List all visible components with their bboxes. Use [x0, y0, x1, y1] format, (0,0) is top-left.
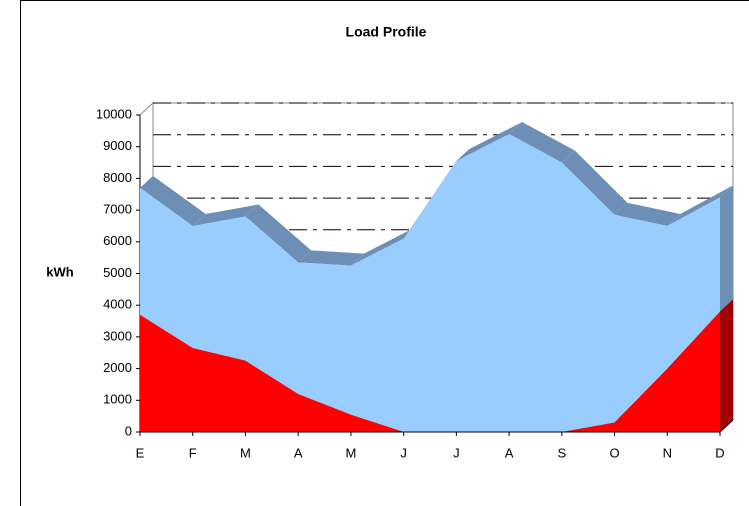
area-depth — [667, 185, 733, 226]
y-tick-label: 9000 — [103, 138, 132, 153]
y-tick-label: 2000 — [103, 360, 132, 375]
y-tick-label: 0 — [125, 423, 132, 438]
x-tick-label: E — [136, 445, 145, 460]
y-tick-label: 7000 — [103, 202, 132, 217]
x-axis-depth — [719, 419, 734, 433]
area-side — [720, 299, 733, 432]
area-side — [720, 185, 733, 312]
x-tick-label: D — [715, 445, 724, 460]
chart-title: Load Profile — [346, 24, 427, 40]
y-axis-label: kWh — [46, 264, 74, 279]
area — [140, 134, 720, 432]
x-tick-label: O — [609, 445, 619, 460]
x-tick-label: S — [557, 445, 566, 460]
y-tick-label: 4000 — [103, 297, 132, 312]
area-depth — [509, 122, 575, 163]
x-tick-label: A — [505, 445, 514, 460]
area-depth — [298, 250, 364, 266]
y-tick-label: 10000 — [96, 106, 132, 121]
x-tick-label: A — [294, 445, 303, 460]
area-depth — [192, 204, 259, 226]
y-tick-label: 6000 — [103, 233, 132, 248]
area-depth — [614, 202, 681, 226]
y-tick-label: 8000 — [103, 170, 132, 185]
x-tick-label: F — [189, 445, 197, 460]
area — [140, 311, 720, 432]
area-depth — [456, 122, 523, 161]
y-tick-label: 1000 — [103, 392, 132, 407]
x-tick-label: N — [663, 445, 672, 460]
y-tick-label: 3000 — [103, 328, 132, 343]
area-depth — [140, 175, 206, 226]
x-tick-label: J — [453, 445, 460, 460]
area-depth — [561, 150, 628, 215]
area-depth — [245, 204, 312, 263]
x-tick-label: M — [345, 445, 356, 460]
y-tick-label: 5000 — [103, 265, 132, 280]
x-tick-label: J — [400, 445, 407, 460]
area-depth — [350, 226, 417, 266]
x-tick-label: M — [240, 445, 251, 460]
